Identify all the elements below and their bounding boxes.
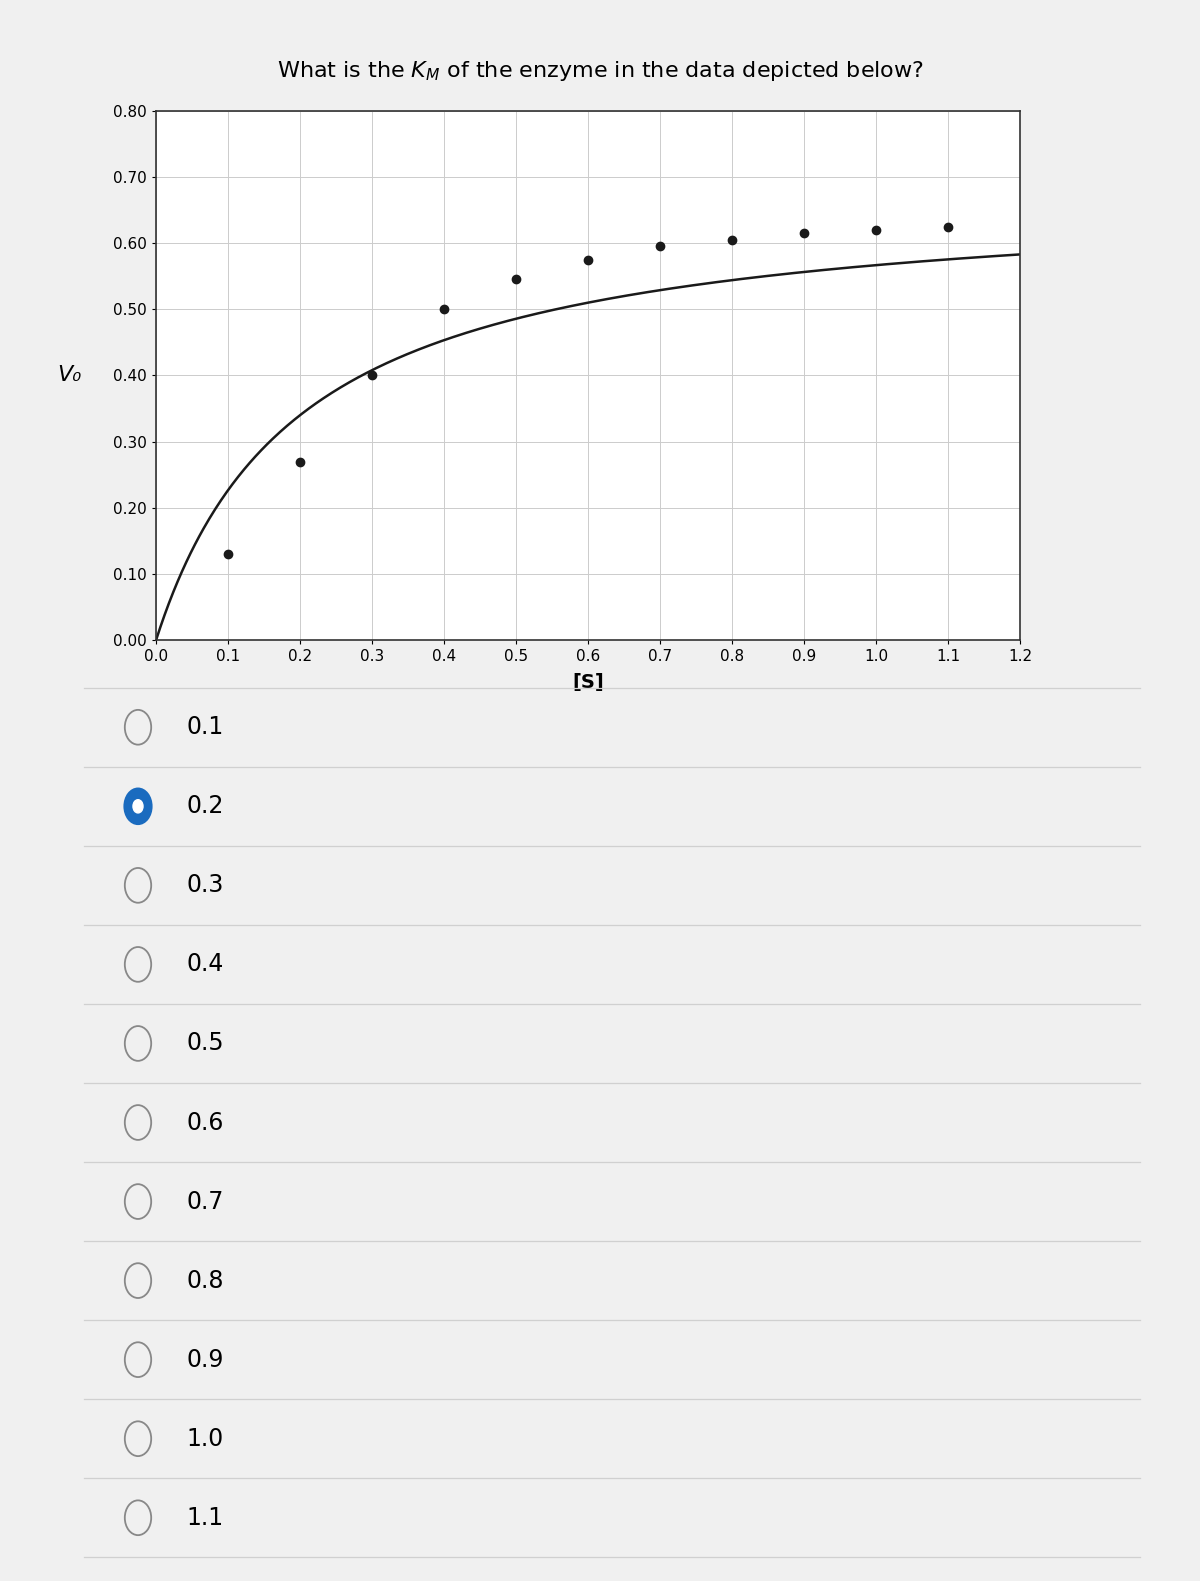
Text: 1.0: 1.0 [186,1426,223,1451]
Text: 1.1: 1.1 [186,1505,223,1530]
Y-axis label: V₀: V₀ [58,365,82,386]
Text: 0.3: 0.3 [186,873,223,898]
Text: 0.4: 0.4 [186,952,223,977]
Text: 0.9: 0.9 [186,1347,223,1372]
Text: 0.1: 0.1 [186,715,223,740]
X-axis label: [S]: [S] [572,672,604,691]
Text: 0.6: 0.6 [186,1110,223,1135]
Text: 0.2: 0.2 [186,794,223,819]
Text: 0.5: 0.5 [186,1031,223,1056]
Text: 0.8: 0.8 [186,1268,223,1293]
Text: What is the $K_M$ of the enzyme in the data depicted below?: What is the $K_M$ of the enzyme in the d… [276,58,924,84]
Text: 0.7: 0.7 [186,1189,223,1214]
